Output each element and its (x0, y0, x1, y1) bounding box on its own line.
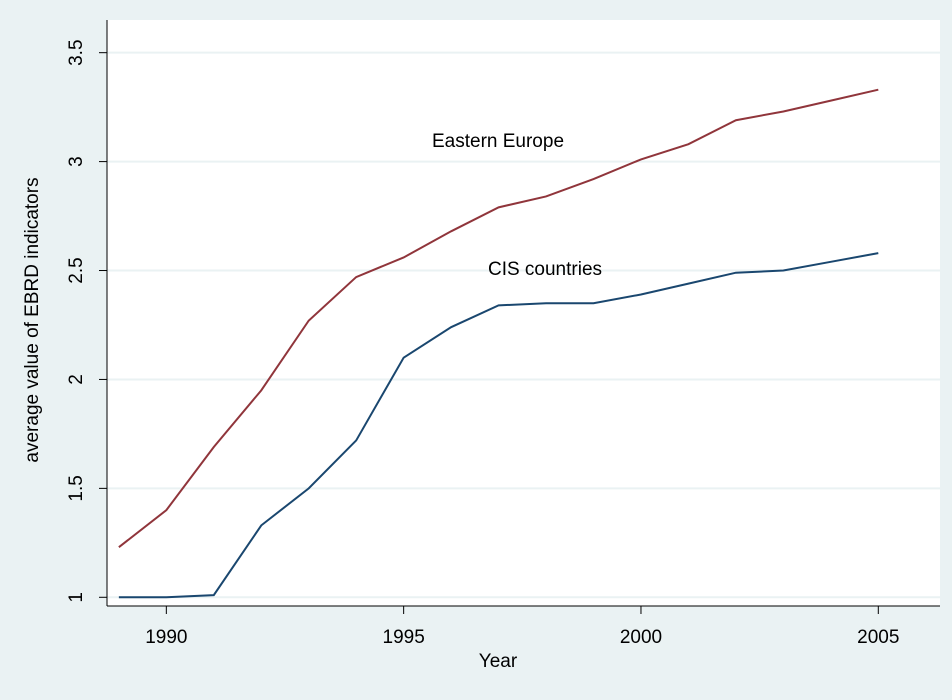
series-line (118, 252, 879, 599)
y-tick-label: 1 (66, 592, 87, 603)
series-label: Eastern Europe (432, 131, 564, 152)
series-label: CIS countries (488, 259, 602, 280)
y-axis-label: average value of EBRD indicators (22, 177, 43, 462)
y-tick-label: 1.5 (66, 475, 87, 501)
y-tick-label: 3 (66, 156, 87, 167)
y-tick-label: 3.5 (66, 39, 87, 65)
x-axis-label: Year (479, 651, 518, 672)
y-tick-label: 2 (66, 374, 87, 385)
x-tick-label: 2000 (620, 627, 662, 648)
y-tick-label: 2.5 (66, 257, 87, 283)
x-tick-label: 1995 (383, 627, 425, 648)
x-tick-label: 1990 (145, 627, 187, 648)
series-line (118, 88, 879, 548)
plot-area (107, 20, 940, 606)
x-tick-label: 2005 (857, 627, 899, 648)
